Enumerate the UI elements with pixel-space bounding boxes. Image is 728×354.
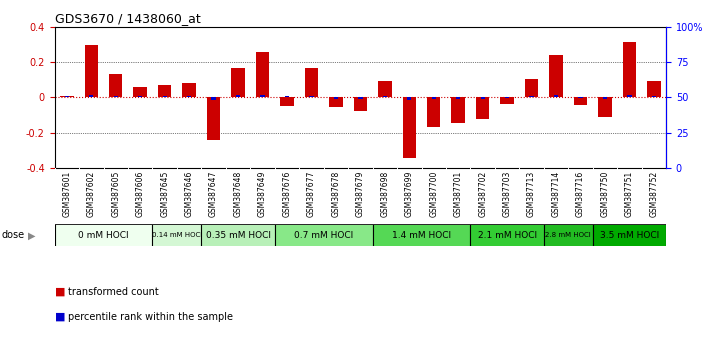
Bar: [354, 97, 367, 111]
Bar: [55, 225, 152, 246]
Text: transformed count: transformed count: [68, 287, 159, 297]
Bar: [603, 97, 607, 99]
Bar: [60, 96, 74, 97]
Text: GSM387700: GSM387700: [430, 170, 438, 217]
Text: 0.35 mM HOCl: 0.35 mM HOCl: [205, 231, 271, 240]
Text: 2.8 mM HOCl: 2.8 mM HOCl: [545, 233, 591, 238]
Bar: [305, 68, 318, 97]
Bar: [652, 96, 656, 97]
Bar: [451, 97, 465, 123]
Bar: [480, 97, 485, 99]
Bar: [544, 225, 593, 246]
Text: GSM387678: GSM387678: [331, 170, 341, 217]
Text: GSM387677: GSM387677: [307, 170, 316, 217]
Bar: [529, 96, 534, 97]
Bar: [574, 97, 587, 105]
Bar: [211, 97, 215, 100]
Bar: [261, 95, 265, 97]
Bar: [554, 95, 558, 97]
Bar: [84, 45, 98, 97]
Text: GSM387752: GSM387752: [649, 170, 658, 217]
Bar: [647, 81, 660, 97]
Text: GSM387646: GSM387646: [185, 170, 194, 217]
Bar: [109, 74, 122, 97]
Bar: [207, 97, 221, 140]
Bar: [236, 95, 240, 97]
Bar: [456, 97, 460, 99]
Text: GSM387703: GSM387703: [502, 170, 512, 217]
Text: GSM387701: GSM387701: [454, 170, 463, 217]
Text: ▶: ▶: [28, 230, 35, 240]
Text: GSM387702: GSM387702: [478, 170, 487, 217]
Bar: [432, 97, 436, 99]
Text: percentile rank within the sample: percentile rank within the sample: [68, 312, 233, 322]
Text: ■: ■: [55, 312, 65, 322]
Bar: [427, 97, 440, 127]
Text: GSM387679: GSM387679: [356, 170, 365, 217]
Bar: [329, 97, 343, 107]
Text: 3.5 mM HOCl: 3.5 mM HOCl: [600, 231, 659, 240]
Bar: [578, 97, 582, 98]
Bar: [500, 97, 514, 104]
Text: GSM387713: GSM387713: [527, 170, 536, 217]
Text: GSM387716: GSM387716: [576, 170, 585, 217]
Text: GSM387649: GSM387649: [258, 170, 267, 217]
Bar: [505, 97, 510, 98]
Bar: [158, 85, 171, 97]
Bar: [202, 225, 274, 246]
Text: GSM387676: GSM387676: [282, 170, 291, 217]
Bar: [309, 96, 314, 97]
Text: GSM387645: GSM387645: [160, 170, 169, 217]
Text: GSM387714: GSM387714: [552, 170, 561, 217]
Bar: [622, 42, 636, 97]
Text: ■: ■: [55, 287, 65, 297]
Bar: [593, 225, 666, 246]
Bar: [470, 225, 544, 246]
Text: GSM387699: GSM387699: [405, 170, 414, 217]
Bar: [89, 95, 93, 97]
Bar: [358, 97, 363, 99]
Text: GSM387648: GSM387648: [234, 170, 242, 217]
Text: GSM387601: GSM387601: [63, 170, 71, 217]
Bar: [152, 225, 202, 246]
Bar: [232, 68, 245, 97]
Text: GSM387698: GSM387698: [380, 170, 389, 217]
Text: GSM387602: GSM387602: [87, 170, 96, 217]
Text: GSM387751: GSM387751: [625, 170, 634, 217]
Text: GSM387606: GSM387606: [135, 170, 145, 217]
Bar: [333, 97, 338, 99]
Bar: [598, 97, 612, 117]
Bar: [373, 225, 470, 246]
Text: GDS3670 / 1438060_at: GDS3670 / 1438060_at: [55, 12, 200, 25]
Bar: [628, 95, 632, 97]
Bar: [256, 52, 269, 97]
Text: 2.1 mM HOCl: 2.1 mM HOCl: [478, 231, 537, 240]
Text: dose: dose: [1, 230, 25, 240]
Bar: [476, 97, 489, 119]
Bar: [274, 225, 373, 246]
Bar: [183, 83, 196, 97]
Text: 1.4 mM HOCl: 1.4 mM HOCl: [392, 231, 451, 240]
Bar: [378, 81, 392, 97]
Bar: [407, 97, 411, 100]
Bar: [525, 79, 538, 97]
Bar: [280, 97, 293, 106]
Bar: [550, 55, 563, 97]
Text: 0 mM HOCl: 0 mM HOCl: [78, 231, 129, 240]
Text: 0.7 mM HOCl: 0.7 mM HOCl: [294, 231, 353, 240]
Text: GSM387605: GSM387605: [111, 170, 120, 217]
Bar: [133, 87, 147, 97]
Text: 0.14 mM HOCl: 0.14 mM HOCl: [151, 233, 202, 238]
Text: GSM387647: GSM387647: [209, 170, 218, 217]
Text: GSM387750: GSM387750: [601, 170, 609, 217]
Bar: [403, 97, 416, 159]
